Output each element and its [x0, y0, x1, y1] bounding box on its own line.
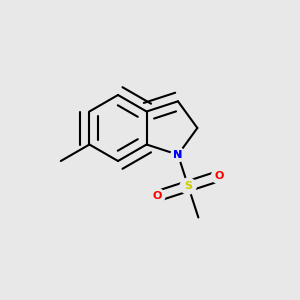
Text: O: O — [152, 191, 161, 201]
Text: N: N — [173, 150, 183, 160]
Circle shape — [149, 188, 165, 204]
Text: S: S — [184, 181, 192, 191]
Text: O: O — [215, 171, 224, 181]
Circle shape — [171, 148, 185, 162]
Circle shape — [212, 168, 227, 184]
Text: N: N — [173, 150, 183, 160]
Circle shape — [180, 178, 196, 194]
